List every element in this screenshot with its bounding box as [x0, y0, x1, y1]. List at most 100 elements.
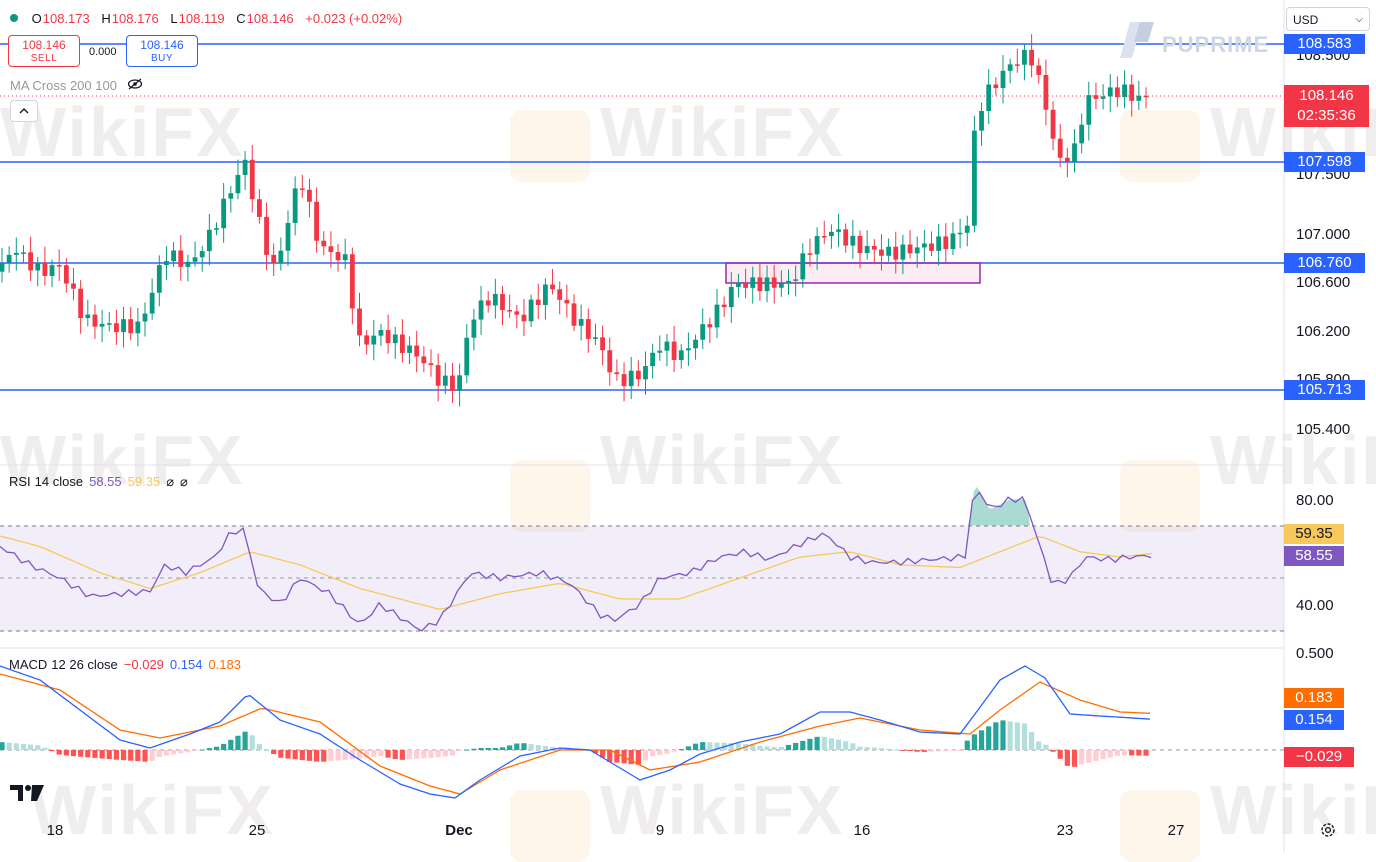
- macd-histogram-bar: [221, 743, 227, 750]
- candle-body: [149, 292, 155, 314]
- time-axis-label: 9: [655, 822, 665, 839]
- macd-histogram-bar: [657, 750, 663, 755]
- macd-histogram-bar: [750, 745, 756, 750]
- candle-body: [335, 252, 341, 261]
- settings-gear-icon[interactable]: [1320, 822, 1336, 838]
- candle-body: [764, 277, 770, 292]
- macd-histogram-bar: [650, 750, 656, 757]
- macd-histogram-bar: [678, 749, 684, 750]
- candle-body: [121, 319, 126, 333]
- candle-body: [1107, 87, 1113, 97]
- candle-body: [371, 335, 377, 345]
- current-price-value: 108.146: [1299, 87, 1354, 104]
- candle-body: [407, 345, 412, 353]
- candle-body: [185, 261, 191, 267]
- candle-body: [299, 188, 305, 190]
- candle-body: [221, 198, 227, 229]
- candle-body: [1072, 143, 1077, 162]
- candle-body: [242, 159, 248, 175]
- macd-histogram-bar: [1036, 741, 1042, 750]
- close-value: 108.146: [246, 11, 294, 26]
- candle-body: [664, 341, 670, 351]
- currency-select[interactable]: USD ⌵: [1286, 7, 1370, 31]
- change-value: +0.023 (+0.02%): [305, 11, 403, 26]
- candle-body: [786, 280, 791, 284]
- candle-body: [900, 244, 906, 260]
- time-axis-label: 23: [1056, 822, 1074, 839]
- demand-zone-box[interactable]: [725, 262, 981, 284]
- buy-button[interactable]: 108.146 BUY: [126, 35, 198, 67]
- macd-histogram-bar: [106, 750, 112, 760]
- macd-name: MACD: [9, 657, 48, 672]
- collapse-legend-button[interactable]: [10, 100, 38, 122]
- sell-button[interactable]: 108.146 SELL: [8, 35, 80, 67]
- candle-body: [128, 319, 134, 334]
- candle-body: [492, 293, 498, 306]
- macd-histogram-bar: [192, 750, 198, 751]
- candle-body: [257, 199, 262, 217]
- level-price-tag: 106.760: [1284, 253, 1365, 273]
- macd-histogram-bar: [728, 743, 734, 750]
- macd-histogram-bar: [843, 741, 849, 750]
- rsi-params: 14 close: [34, 474, 84, 489]
- macd-histogram-bar: [249, 735, 255, 750]
- candle-body: [800, 253, 806, 280]
- candle-body: [886, 246, 891, 256]
- candle-body: [521, 314, 527, 322]
- macd-histogram-bar: [549, 747, 556, 750]
- macd-histogram-bar: [42, 747, 48, 750]
- macd-histogram-bar: [356, 750, 363, 759]
- macd-histogram-bar: [807, 738, 813, 750]
- macd-histogram-bar: [371, 750, 377, 757]
- macd-histogram-bar: [213, 746, 220, 750]
- macd-histogram-bar: [85, 750, 91, 758]
- macd-legend[interactable]: MACD 12 26 close −0.029 0.154 0.183: [9, 657, 247, 672]
- candle-body: [528, 299, 534, 322]
- macd-histogram-bar: [63, 750, 69, 756]
- macd-histogram-bar: [306, 750, 313, 761]
- candle-body: [292, 188, 298, 223]
- macd-histogram-bar: [485, 748, 491, 750]
- macd-histogram-bar: [342, 750, 348, 760]
- rsi-value-tag: 58.55: [1284, 546, 1344, 566]
- candle-body: [349, 254, 355, 309]
- macd-histogram-bar: [771, 746, 777, 750]
- candle-body: [307, 189, 312, 202]
- candle-body: [793, 279, 799, 281]
- candle-body: [321, 240, 327, 247]
- candle-body: [543, 284, 548, 305]
- macd-signal-value: 0.183: [208, 657, 241, 672]
- candle-body: [550, 284, 555, 290]
- candle-body: [929, 243, 934, 251]
- ma-indicator-label: MA Cross 200 100: [10, 78, 117, 93]
- macd-histogram-bar: [793, 742, 799, 750]
- macd-histogram-bar: [120, 750, 127, 761]
- currency-select-value: USD: [1293, 13, 1319, 27]
- macd-histogram-bar: [321, 750, 327, 762]
- ma-indicator-legend[interactable]: MA Cross 200 100: [10, 78, 143, 93]
- candle-body: [314, 201, 319, 241]
- macd-histogram-bar: [35, 745, 41, 750]
- macd-hist-tag: −0.029: [1284, 747, 1354, 767]
- eye-hidden-icon[interactable]: [127, 78, 143, 93]
- macd-histogram-bar: [828, 738, 834, 750]
- candle-body: [442, 375, 448, 386]
- macd-histogram-bar: [1086, 750, 1092, 763]
- buy-price: 108.146: [140, 38, 184, 52]
- close-key: C: [236, 11, 246, 26]
- rsi-ma-line: [0, 535, 1153, 610]
- macd-hist-value: −0.029: [123, 657, 164, 672]
- candle-body: [21, 252, 26, 254]
- tradingview-logo[interactable]: [10, 783, 44, 803]
- macd-histogram-bar: [1129, 750, 1135, 756]
- rsi-legend[interactable]: RSI 14 close 58.55 59.35 ⌀ ⌀: [9, 474, 194, 490]
- macd-histogram-bar: [1071, 750, 1078, 767]
- macd-histogram-bar: [442, 750, 448, 757]
- bar-countdown: 02:35:36: [1297, 107, 1356, 124]
- macd-histogram-bar: [921, 750, 927, 752]
- candle-body: [1129, 84, 1135, 101]
- macd-histogram-bar: [628, 750, 634, 765]
- macd-histogram-bar: [263, 749, 270, 751]
- macd-histogram-bar: [936, 750, 942, 752]
